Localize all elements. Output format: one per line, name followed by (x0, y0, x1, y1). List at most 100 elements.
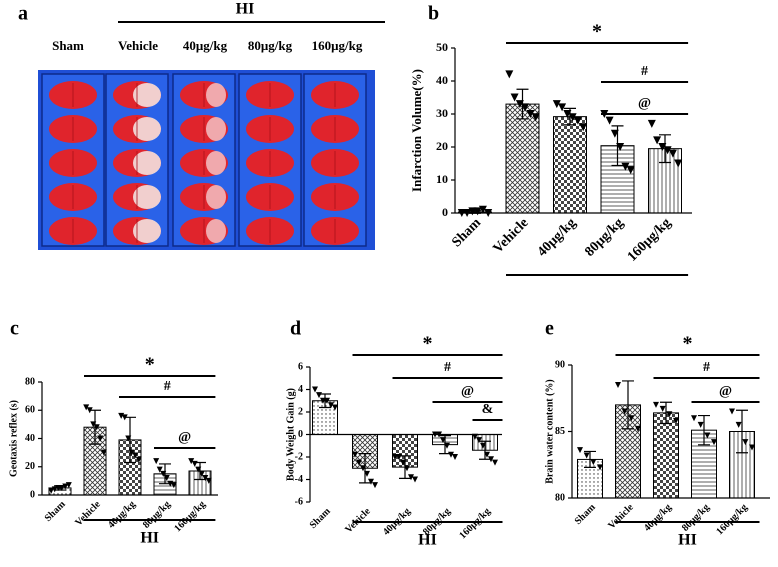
group-label: HI (418, 532, 437, 549)
data-point (526, 110, 535, 118)
data-point (626, 166, 635, 175)
data-point (332, 404, 338, 411)
panel-label: b (428, 3, 439, 25)
data-point (320, 397, 326, 404)
x-tick-label: Vehicle (491, 215, 532, 256)
error-bar (736, 409, 748, 454)
data-point (488, 456, 494, 463)
data-point (83, 404, 90, 411)
bar (553, 116, 587, 214)
y-axis-label: Infarction Volume(%) (409, 69, 424, 192)
data-point (610, 129, 619, 138)
significance-mark: * (423, 333, 433, 355)
data-point (515, 100, 524, 109)
column-label: Vehicle (118, 38, 158, 53)
y-tick-label: -2 (295, 451, 303, 462)
data-point (659, 405, 666, 412)
data-point (597, 464, 603, 471)
data-point (729, 408, 735, 415)
x-tick-label: Sham (308, 505, 334, 531)
significance-mark: @ (638, 96, 651, 111)
data-point (132, 452, 139, 459)
x-tick-label: Sham (573, 501, 599, 527)
data-point (400, 459, 406, 466)
y-tick-label: 30 (436, 106, 448, 120)
data-point (372, 482, 378, 489)
error-bar (660, 401, 672, 425)
x-tick-label: 80μg/kg (141, 499, 173, 531)
data-point (605, 116, 614, 125)
pale-region (133, 185, 161, 209)
data-point (135, 456, 142, 463)
data-point (568, 113, 577, 122)
x-tick-label: Vehicle (606, 502, 636, 532)
data-point (590, 459, 597, 466)
column-label: 160μg/kg (312, 38, 363, 53)
data-point (100, 449, 107, 456)
y-tick-label: 50 (436, 40, 448, 54)
y-tick-label: 40 (25, 433, 35, 444)
data-point (697, 421, 704, 428)
data-point (478, 205, 487, 214)
group-label: HI (236, 1, 255, 18)
data-point (440, 437, 446, 444)
data-point (691, 415, 697, 422)
significance-mark: # (641, 64, 648, 79)
data-point (188, 458, 195, 465)
data-point (573, 116, 582, 125)
data-point (583, 452, 590, 459)
data-point (711, 439, 717, 446)
y-tick-label: 60 (25, 405, 35, 416)
data-point (58, 484, 65, 491)
y-tick-label: 85 (555, 426, 565, 437)
data-point (621, 408, 628, 415)
bar (653, 412, 679, 499)
x-tick-label: 40μg/kg (535, 215, 579, 259)
data-point (735, 421, 742, 428)
data-point (156, 466, 163, 473)
data-point (205, 477, 212, 484)
data-point (473, 207, 482, 216)
data-point (448, 451, 454, 458)
data-point (668, 149, 677, 158)
data-point (125, 435, 132, 442)
data-point (97, 435, 104, 442)
panel-label: d (290, 318, 301, 340)
data-point (65, 482, 72, 489)
data-point (628, 415, 635, 422)
significance-mark: * (145, 354, 155, 376)
error-bar (584, 450, 596, 469)
y-tick-label: 80 (555, 492, 565, 503)
data-point (412, 476, 418, 483)
data-point (392, 454, 398, 460)
x-tick-label: 40μg/kg (106, 499, 138, 531)
data-point (621, 162, 630, 171)
data-point (505, 70, 514, 79)
significance-mark: # (164, 379, 171, 394)
significance-mark: @ (461, 384, 474, 399)
data-point (616, 143, 625, 151)
data-point (472, 433, 478, 440)
data-point (48, 487, 55, 494)
x-tick-label: 80μg/kg (582, 215, 626, 259)
significance-mark: @ (178, 430, 191, 445)
error-bar (359, 453, 371, 484)
data-point (444, 442, 450, 449)
x-tick-label: Vehicle (343, 506, 373, 536)
data-point (153, 458, 160, 465)
data-point (195, 466, 202, 473)
data-point (121, 414, 128, 421)
data-point (484, 451, 490, 458)
data-point (674, 159, 683, 168)
pale-region (206, 219, 226, 243)
column-label: 40μg/kg (183, 38, 228, 53)
panel-label: c (10, 318, 19, 340)
data-point (673, 417, 679, 424)
data-point (160, 470, 167, 477)
data-point (356, 459, 362, 466)
x-tick-label: 160μg/kg (457, 506, 492, 541)
data-point (62, 483, 69, 490)
y-tick-label: 4 (298, 384, 303, 395)
data-point (577, 447, 583, 454)
